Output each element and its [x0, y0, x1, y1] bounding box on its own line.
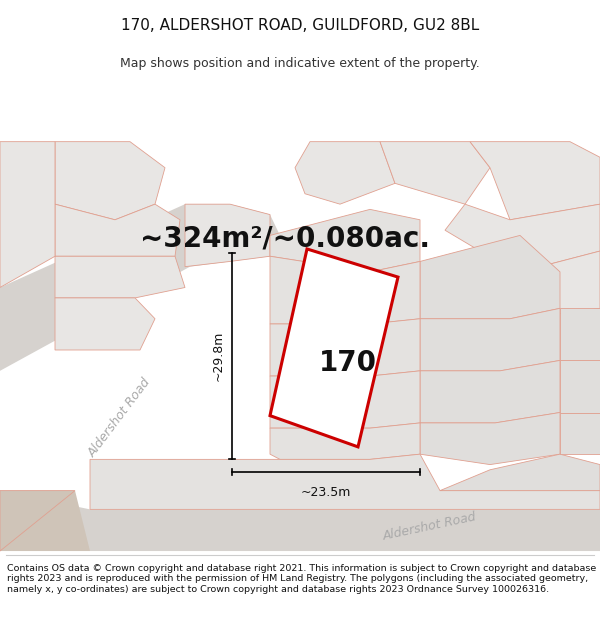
Polygon shape [440, 454, 600, 491]
Text: ~23.5m: ~23.5m [301, 486, 351, 499]
Polygon shape [0, 491, 600, 551]
Polygon shape [270, 249, 398, 447]
Polygon shape [55, 204, 180, 256]
Text: ~324m²/~0.080ac.: ~324m²/~0.080ac. [140, 224, 430, 253]
Text: Map shows position and indicative extent of the property.: Map shows position and indicative extent… [120, 57, 480, 70]
Polygon shape [530, 251, 600, 314]
Polygon shape [0, 142, 55, 288]
Text: 170: 170 [319, 349, 377, 377]
Polygon shape [270, 423, 420, 459]
Polygon shape [380, 142, 490, 204]
Polygon shape [55, 142, 165, 220]
Polygon shape [420, 361, 560, 423]
Polygon shape [185, 204, 270, 267]
Text: Aldershot Road: Aldershot Road [86, 376, 154, 460]
Text: ~29.8m: ~29.8m [212, 331, 224, 381]
Polygon shape [270, 209, 420, 272]
Polygon shape [0, 491, 75, 551]
Polygon shape [55, 298, 155, 350]
Polygon shape [0, 204, 280, 371]
Polygon shape [270, 319, 420, 376]
Polygon shape [560, 412, 600, 454]
Polygon shape [295, 142, 395, 204]
Polygon shape [90, 454, 600, 509]
Polygon shape [560, 361, 600, 413]
Polygon shape [470, 142, 600, 220]
Polygon shape [270, 256, 420, 324]
Polygon shape [420, 308, 560, 371]
Polygon shape [0, 491, 90, 551]
Polygon shape [445, 204, 600, 267]
Text: Aldershot Road: Aldershot Road [382, 511, 478, 543]
Text: 170, ALDERSHOT ROAD, GUILDFORD, GU2 8BL: 170, ALDERSHOT ROAD, GUILDFORD, GU2 8BL [121, 18, 479, 32]
Polygon shape [270, 371, 420, 428]
Polygon shape [420, 412, 560, 464]
Text: Contains OS data © Crown copyright and database right 2021. This information is : Contains OS data © Crown copyright and d… [7, 564, 596, 594]
Polygon shape [55, 256, 185, 298]
Polygon shape [560, 308, 600, 361]
Polygon shape [420, 236, 560, 319]
